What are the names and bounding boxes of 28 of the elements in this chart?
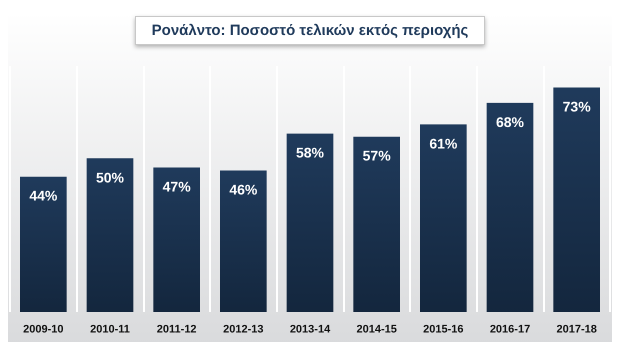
bar bbox=[353, 136, 400, 312]
x-tick-label: 2017-18 bbox=[556, 324, 597, 336]
data-label: 44% bbox=[29, 188, 58, 204]
data-label: 58% bbox=[296, 144, 325, 161]
bar bbox=[486, 102, 534, 312]
x-tick-label: 2010-11 bbox=[90, 324, 130, 336]
data-label: 46% bbox=[229, 182, 258, 198]
data-label: 61% bbox=[429, 135, 458, 152]
chart-title: Ρονάλντο: Ποσοστό τελικών εκτός περιοχής bbox=[152, 22, 469, 39]
bar bbox=[553, 88, 600, 312]
x-tick-label: 2016-17 bbox=[490, 324, 530, 336]
bar bbox=[86, 158, 134, 312]
x-tick-label: 2015-16 bbox=[423, 324, 464, 336]
x-tick-label: 2011-12 bbox=[156, 324, 197, 336]
data-label: 50% bbox=[96, 169, 125, 186]
bar bbox=[220, 170, 267, 312]
x-tick-label: 2013-14 bbox=[290, 324, 332, 336]
data-label: 73% bbox=[562, 98, 592, 115]
data-label: 68% bbox=[496, 114, 525, 130]
data-label: 47% bbox=[162, 178, 192, 194]
bar bbox=[286, 134, 334, 312]
x-tick-label: 2014-15 bbox=[356, 324, 397, 336]
bar bbox=[420, 124, 467, 312]
data-label: 57% bbox=[362, 148, 392, 164]
x-tick-label: 2009-10 bbox=[23, 324, 64, 336]
bar bbox=[153, 167, 200, 312]
x-tick-label: 2012-13 bbox=[223, 324, 264, 336]
bar bbox=[20, 176, 67, 312]
